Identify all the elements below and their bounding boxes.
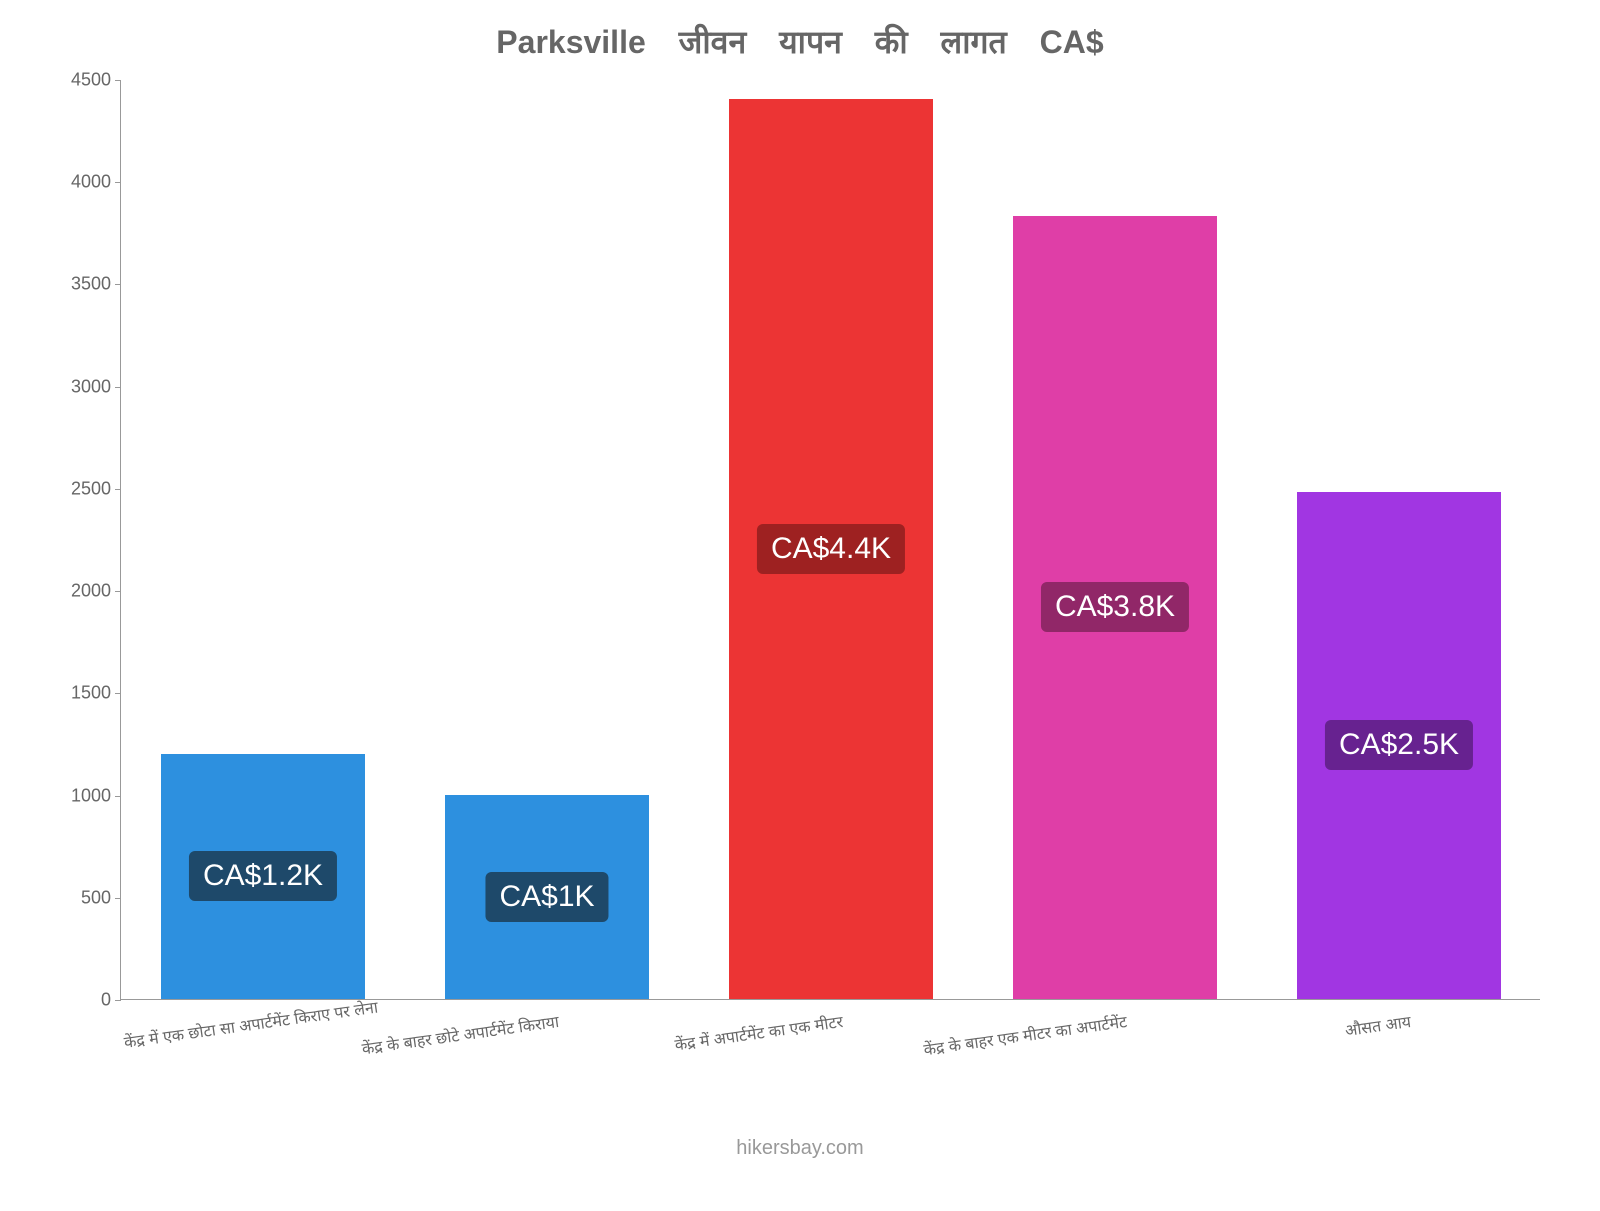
y-axis-tick-label: 1000 [61, 785, 111, 806]
y-axis-tick-mark [115, 796, 121, 797]
y-axis-tick-mark [115, 693, 121, 694]
y-axis-tick-label: 500 [61, 887, 111, 908]
y-axis-tick-mark [115, 387, 121, 388]
bar: CA$2.5K [1297, 492, 1501, 999]
y-axis-tick-label: 4500 [61, 70, 111, 91]
y-axis-tick-label: 2000 [61, 581, 111, 602]
y-axis-tick-mark [115, 489, 121, 490]
bar: CA$3.8K [1013, 216, 1217, 999]
y-axis-tick-mark [115, 898, 121, 899]
y-axis-tick-label: 3000 [61, 376, 111, 397]
chart-area: 050010001500200025003000350040004500CA$1… [120, 80, 1540, 1000]
y-axis-tick-label: 1500 [61, 683, 111, 704]
bar: CA$1.2K [161, 754, 365, 999]
bar-value-label: CA$1.2K [189, 851, 337, 901]
y-axis-tick-mark [115, 80, 121, 81]
y-axis-tick-label: 0 [61, 990, 111, 1011]
y-axis-tick-label: 3500 [61, 274, 111, 295]
bar: CA$1K [445, 795, 649, 999]
bar-value-label: CA$3.8K [1041, 582, 1189, 632]
y-axis-tick-mark [115, 182, 121, 183]
chart-title: Parksville जीवन यापन की लागत CA$ [0, 0, 1600, 63]
bar-value-label: CA$2.5K [1325, 720, 1473, 770]
bar: CA$4.4K [729, 99, 933, 999]
y-axis-tick-mark [115, 1000, 121, 1001]
bar-value-label: CA$4.4K [757, 524, 905, 574]
y-axis-tick-mark [115, 591, 121, 592]
y-axis-tick-mark [115, 284, 121, 285]
y-axis-tick-label: 2500 [61, 478, 111, 499]
x-axis-category-label: केंद्र में एक छोटा सा अपार्टमेंट किराए प… [122, 1010, 276, 1053]
footer-attribution: hikersbay.com [0, 1137, 1600, 1160]
plot-area: 050010001500200025003000350040004500CA$1… [120, 80, 1540, 1000]
bar-value-label: CA$1K [485, 872, 608, 922]
y-axis-tick-label: 4000 [61, 172, 111, 193]
